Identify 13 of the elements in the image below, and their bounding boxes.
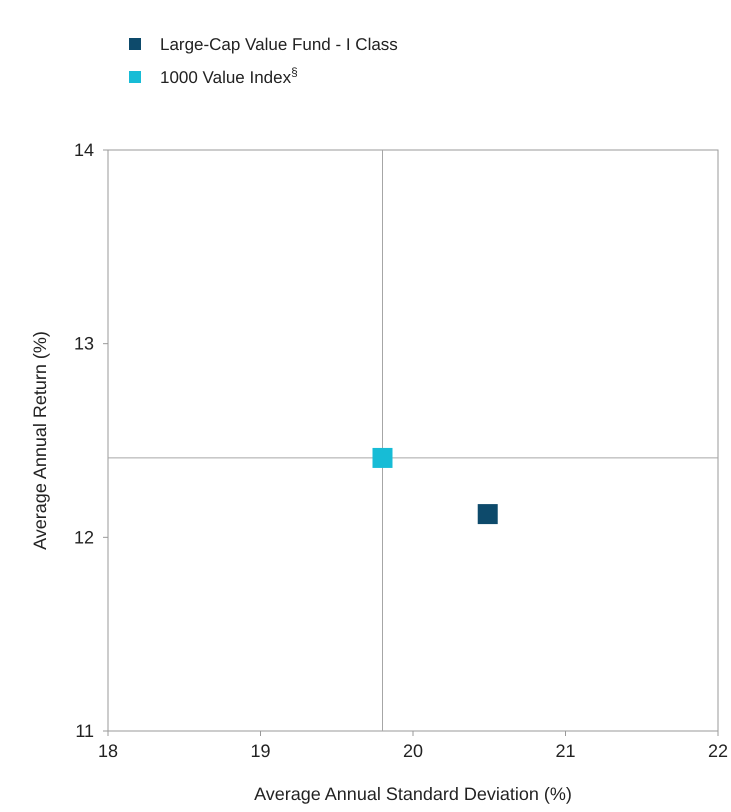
x-tick-label: 22	[708, 741, 728, 761]
y-axis-title: Average Annual Return (%)	[30, 331, 50, 550]
y-tick-label: 14	[74, 140, 94, 160]
x-tick-label: 19	[250, 741, 271, 761]
x-tick-label: 20	[402, 741, 424, 761]
y-tick-label: 11	[75, 721, 94, 741]
x-tick-label: 21	[555, 741, 576, 761]
legend-label: 1000 Value Index$^{§}$	[160, 65, 298, 87]
legend-label: Large-Cap Value Fund - I Class	[160, 35, 398, 54]
y-tick-label: 13	[74, 334, 94, 354]
x-tick-label: 18	[98, 741, 118, 761]
x-axis-title: Average Annual Standard Deviation (%)	[254, 784, 572, 804]
y-tick-label: 12	[74, 527, 94, 548]
